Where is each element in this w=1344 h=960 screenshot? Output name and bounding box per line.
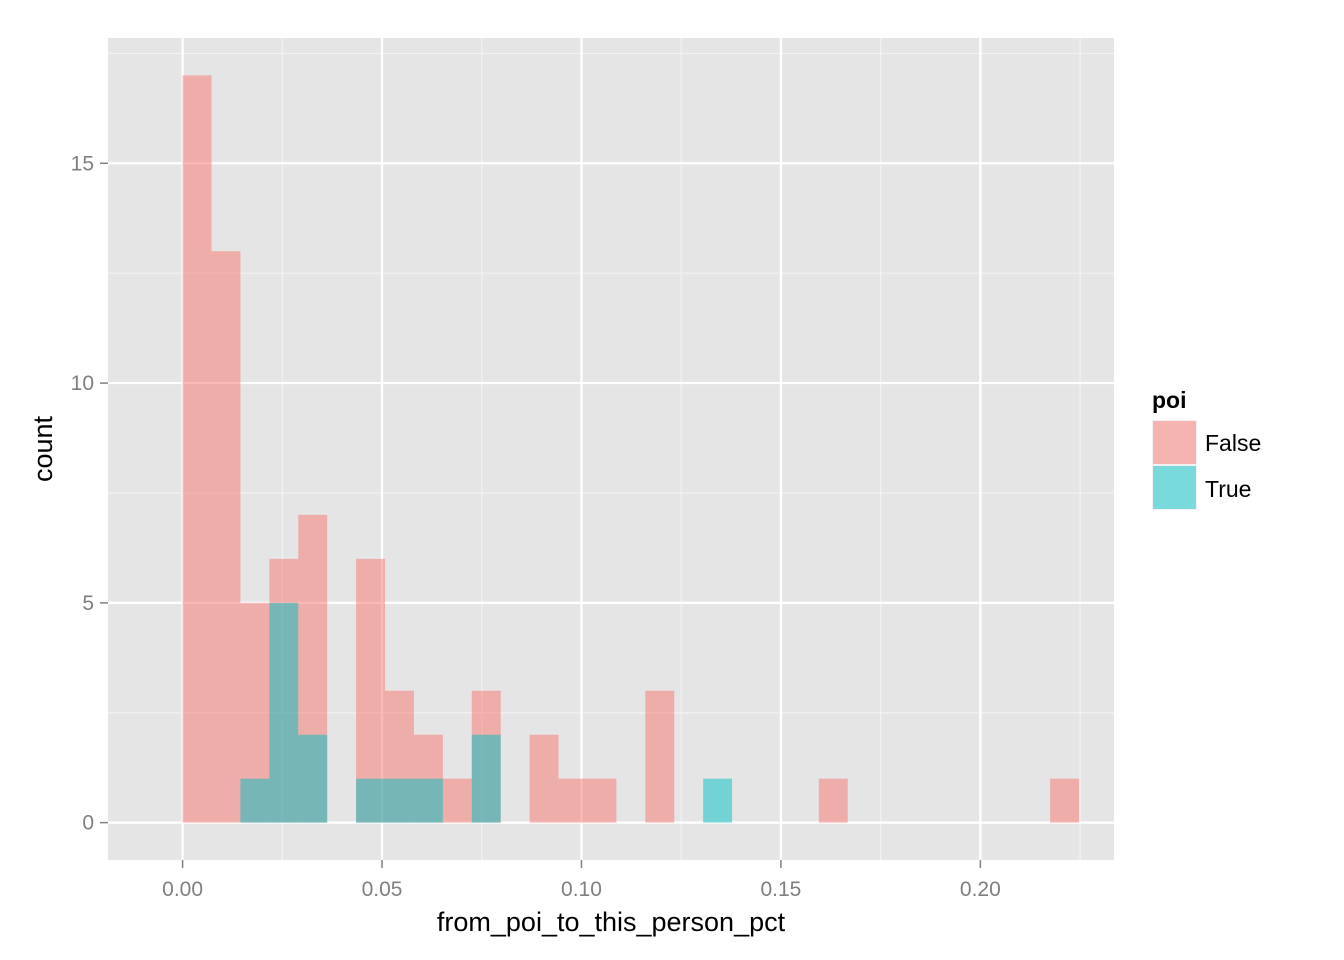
x-axis: 0.00 0.05 0.10 0.15 0.20	[162, 860, 1001, 901]
bar-true-bin-8	[413, 778, 443, 823]
y-axis-title: count	[28, 415, 58, 482]
x-tick-label-4: 0.20	[960, 878, 1001, 901]
x-tick-label-3: 0.15	[760, 878, 801, 901]
x-tick-label-2: 0.10	[561, 878, 602, 901]
x-tick-label-1: 0.05	[362, 878, 403, 901]
bar-false-bin-22	[818, 778, 848, 823]
legend-label-true: True	[1205, 476, 1251, 502]
bar-true-bin-3	[269, 602, 299, 823]
bar-false-bin-12	[529, 734, 559, 823]
bar-true-bin-7	[385, 778, 414, 823]
legend-swatch-true	[1153, 466, 1196, 509]
bar-true-bin-6	[356, 778, 386, 823]
y-tick-label-3: 15	[71, 152, 94, 175]
legend-label-false: False	[1205, 430, 1261, 456]
legend-swatch-false	[1153, 421, 1196, 464]
bar-true-bin-10	[471, 734, 501, 823]
y-tick-label-0: 0	[82, 812, 94, 835]
bar-false-bin-14	[587, 778, 617, 823]
bar-true-bin-18	[703, 778, 733, 823]
bar-false-bin-13	[558, 778, 588, 823]
y-tick-label-2: 10	[71, 372, 94, 395]
bar-false-bin-16	[645, 690, 675, 823]
y-axis: 0 5 10 15	[71, 152, 108, 835]
bar-false-bin-9	[442, 778, 472, 823]
bar-false-bin-30	[1050, 778, 1080, 823]
y-tick-label-1: 5	[82, 592, 94, 615]
bar-false-bin-0	[182, 75, 212, 823]
legend-title: poi	[1152, 387, 1187, 413]
x-tick-label-0: 0.00	[162, 878, 203, 901]
bar-true-bin-4	[298, 734, 328, 823]
minor-gridlines	[108, 38, 1114, 860]
bar-false-bin-1	[211, 251, 241, 823]
bar-true-bin-2	[240, 778, 270, 823]
legend: poi False True	[1152, 387, 1261, 510]
histogram-bars	[182, 75, 1080, 823]
x-axis-title: from_poi_to_this_person_pct	[437, 907, 786, 937]
